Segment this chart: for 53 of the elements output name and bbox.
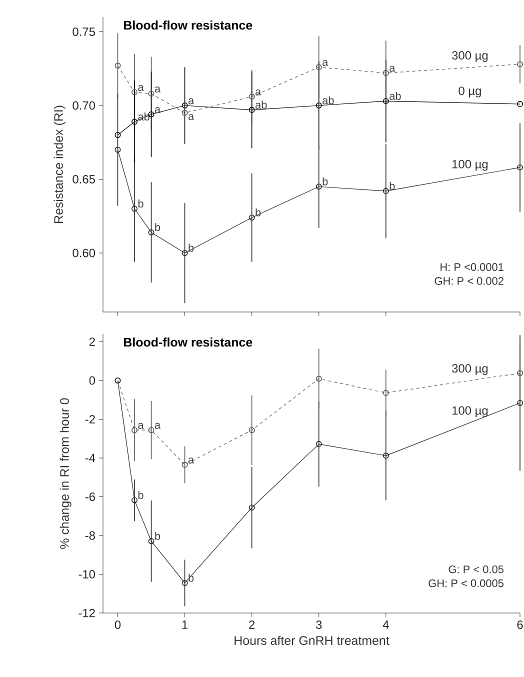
annotation: b (322, 177, 328, 186)
annotation: a (188, 98, 194, 104)
annotation: a (154, 422, 161, 429)
annotation: b (138, 200, 144, 208)
chart-title: Blood-flow resistance (124, 338, 252, 347)
y-tick-label: -10 (78, 570, 96, 578)
y-tick-label: 0.75 (72, 28, 95, 36)
x-tick-label: 0 (114, 620, 121, 629)
y-tick-label: -4 (85, 454, 96, 462)
series-label: 0 µg (458, 86, 481, 98)
series-label: 100 µg (452, 406, 488, 418)
annotation: a (188, 114, 194, 120)
annotation: b (155, 223, 160, 232)
annotation: G: P < 0.05 (448, 565, 504, 574)
y-tick-label: -12 (78, 608, 95, 618)
annotation: a (390, 66, 396, 72)
x-axis-title: Hours after GnRH treatment (234, 636, 390, 645)
y-tick-label: -6 (85, 492, 95, 501)
x-tick-label: 2 (249, 620, 255, 629)
annotation: H: P <0.0001 (440, 263, 504, 271)
y-tick-label: -2 (85, 415, 95, 424)
series-label: 300 µg (452, 51, 488, 62)
y-tick-label: 0 (89, 376, 96, 385)
x-tick-label: 1 (182, 620, 188, 629)
annotation: b (390, 182, 395, 190)
x-tick-label: 6 (517, 620, 523, 629)
annotation: a (322, 60, 328, 66)
series-label: 100 µg (452, 160, 488, 171)
annotation: ab (390, 92, 401, 100)
annotation: ab (322, 96, 334, 104)
y-tick-label: 0.60 (72, 248, 96, 258)
annotation: a (188, 458, 194, 464)
annotation: a (138, 422, 144, 429)
annotation: a (154, 107, 161, 114)
chart-title: Blood-flow resistance (124, 20, 252, 30)
annotation: b (188, 574, 194, 582)
annotation: GH: P < 0.0005 (428, 579, 504, 588)
annotation: a (138, 85, 144, 92)
y-tick-label: 0.70 (72, 101, 96, 110)
y-tick-label: 0.65 (72, 175, 95, 184)
x-tick-label: 4 (382, 620, 389, 629)
y-axis-title: % change in RI from hour 0 (60, 398, 72, 549)
annotation: GH: P < 0.002 (434, 277, 504, 285)
x-tick-label: 3 (316, 620, 322, 629)
y-axis-title: Resistance index (RI) (54, 106, 66, 223)
annotation: b (138, 490, 144, 500)
annotation: b (155, 532, 160, 540)
annotation: ab (255, 100, 267, 109)
annotation: a (154, 86, 161, 92)
y-tick-label: 2 (89, 338, 95, 346)
series-label: 300 µg (452, 364, 488, 375)
annotation: a (255, 89, 262, 96)
y-tick-label: -8 (85, 531, 95, 540)
